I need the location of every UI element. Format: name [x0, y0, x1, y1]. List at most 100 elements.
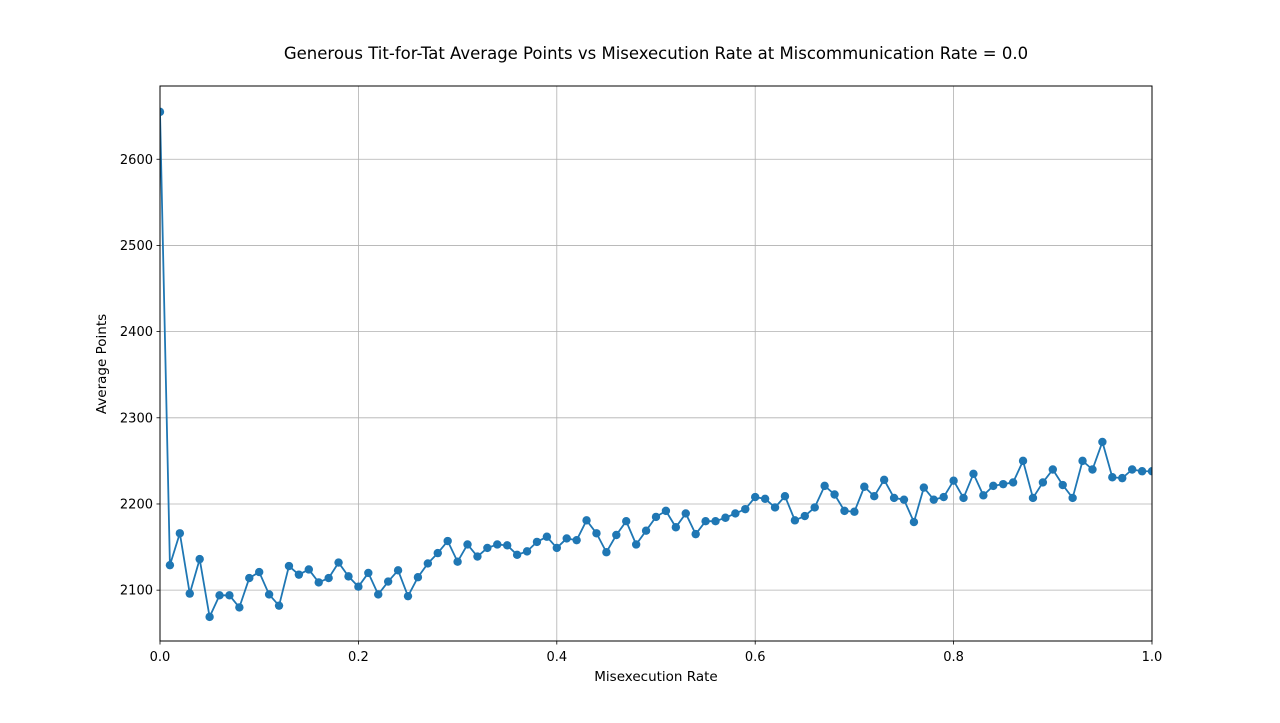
data-point — [215, 591, 224, 600]
data-point — [939, 492, 948, 502]
data-point — [1008, 478, 1018, 487]
data-point — [463, 540, 472, 549]
data-point — [661, 506, 671, 516]
data-point — [751, 492, 760, 502]
data-point — [1147, 467, 1152, 476]
x-axis-label: Misexecution Rate — [594, 669, 717, 685]
data-point — [582, 516, 591, 525]
data-point — [314, 578, 323, 587]
data-point — [1038, 478, 1048, 487]
data-point — [294, 570, 304, 579]
data-series — [160, 107, 1152, 622]
data-point — [671, 523, 681, 532]
data-point — [483, 543, 492, 553]
data-point — [175, 529, 185, 538]
data-point — [622, 517, 631, 526]
data-point — [423, 559, 433, 568]
data-point — [870, 492, 879, 501]
data-point — [1058, 480, 1067, 490]
data-point — [760, 494, 770, 504]
data-point — [1118, 473, 1127, 483]
data-point — [443, 536, 452, 546]
data-point — [919, 483, 929, 492]
data-point — [989, 481, 998, 491]
data-point — [850, 507, 859, 516]
data-point — [840, 506, 849, 516]
data-point — [393, 566, 403, 575]
data-point — [691, 529, 700, 539]
data-point — [899, 495, 909, 504]
data-point — [800, 511, 809, 521]
data-point — [631, 540, 641, 549]
data-point — [979, 491, 988, 500]
data-point — [969, 469, 978, 479]
plot-frame — [159, 85, 1153, 642]
y-axis-label: Average Points — [94, 314, 110, 414]
data-point — [592, 529, 601, 538]
data-point — [344, 572, 353, 581]
data-point — [612, 530, 621, 540]
data-point — [255, 567, 264, 577]
y-tick-label: 2500 — [120, 239, 153, 254]
data-point — [552, 543, 561, 553]
data-point — [383, 577, 393, 586]
data-point — [225, 591, 234, 600]
y-axis-ticks: 2100 2200 2300 2400 2500 2600 — [120, 153, 160, 599]
data-point — [572, 535, 581, 545]
data-point — [731, 509, 740, 518]
x-tick-label: 1.0 — [1142, 650, 1163, 665]
data-point — [681, 509, 690, 518]
data-point — [205, 612, 214, 622]
data-point — [879, 475, 889, 485]
data-point — [1048, 465, 1058, 474]
data-point — [1088, 465, 1097, 474]
data-point — [235, 603, 244, 612]
data-point — [780, 492, 790, 501]
data-point — [909, 517, 919, 527]
data-point — [284, 561, 294, 571]
x-tick-label: 0.6 — [745, 650, 766, 665]
data-point — [1127, 465, 1137, 474]
data-point — [641, 526, 651, 535]
data-point — [403, 591, 413, 601]
x-tick-label: 0.8 — [943, 650, 964, 665]
data-point — [473, 552, 482, 561]
chart-title: Generous Tit-for-Tat Average Points vs M… — [284, 44, 1028, 63]
data-point — [304, 565, 313, 574]
data-point — [264, 590, 274, 599]
data-point — [820, 481, 829, 491]
data-point — [185, 589, 194, 598]
data-point — [1098, 437, 1107, 447]
data-point — [374, 590, 383, 599]
y-tick-label: 2600 — [120, 153, 153, 168]
data-point — [493, 540, 502, 549]
data-point — [1018, 456, 1028, 466]
data-point — [651, 512, 661, 522]
data-point — [1068, 493, 1077, 503]
data-point — [542, 532, 552, 541]
data-point — [274, 601, 284, 610]
data-point — [770, 503, 780, 512]
data-point — [245, 573, 254, 583]
data-point — [721, 513, 730, 522]
series-group — [160, 107, 1152, 622]
data-point — [522, 547, 532, 556]
data-point — [1028, 493, 1038, 503]
data-point — [413, 573, 423, 582]
data-point — [453, 557, 462, 566]
data-point — [503, 541, 512, 550]
data-point — [999, 479, 1008, 489]
data-point — [364, 568, 373, 578]
data-point — [562, 534, 571, 543]
y-tick-label: 2200 — [120, 497, 153, 512]
data-point — [1137, 467, 1147, 476]
data-point — [532, 537, 542, 547]
data-point — [512, 550, 522, 560]
data-point — [1078, 456, 1087, 466]
x-tick-label: 0.4 — [546, 650, 567, 665]
y-tick-label: 2400 — [120, 325, 153, 340]
data-point — [433, 548, 442, 558]
